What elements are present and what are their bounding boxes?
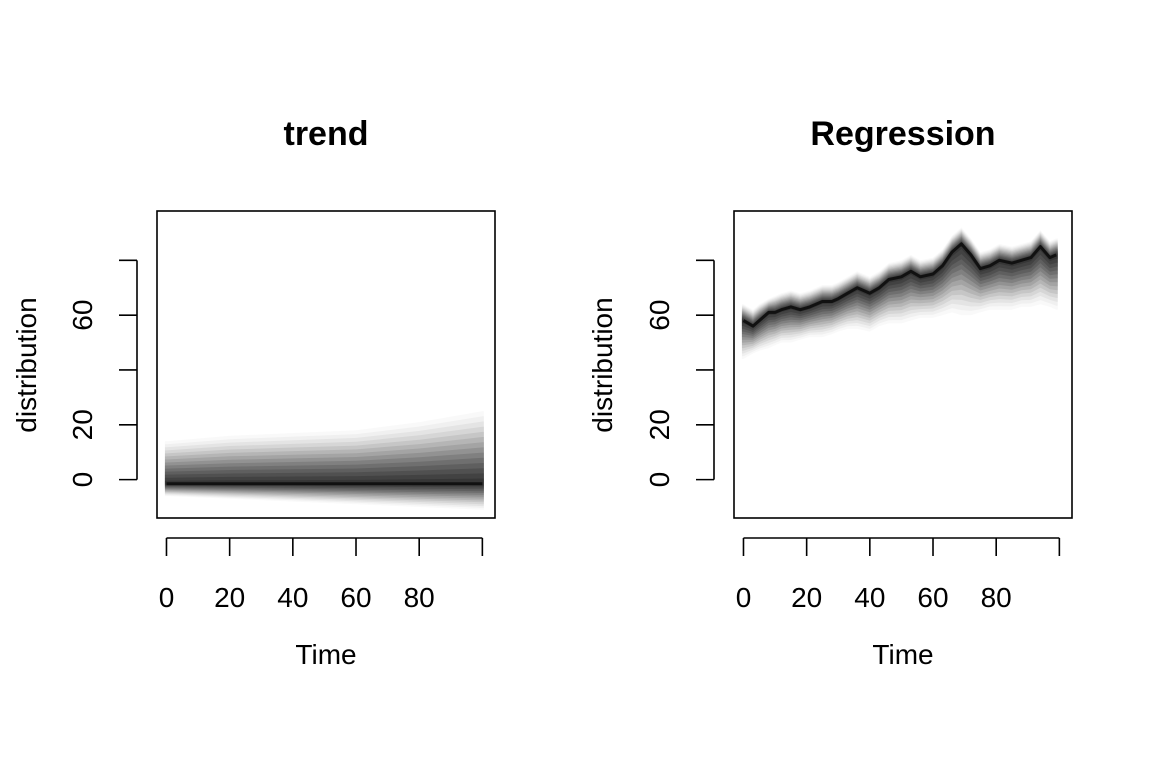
y-tick-label: 20 [67,409,98,440]
y-axis: 0 20 60 [644,259,715,488]
x-tick-label: 40 [854,582,885,613]
x-tick-label: 0 [736,582,752,613]
y-axis: 0 20 60 [67,259,138,488]
plot-frame [733,210,1073,519]
x-axis-label: Time [872,639,933,670]
panel-title: Regression [810,115,995,153]
density-band [741,235,1058,340]
y-tick-label: 0 [67,472,98,488]
x-axis: 0 20 40 60 80 [159,537,484,613]
plot-area [741,229,1058,354]
x-tick-label: 20 [214,582,245,613]
panel-trend: trend 0 20 40 60 80 0 20 60 Time distribution [11,115,496,670]
density-band [741,229,1058,354]
density-band [741,236,1058,338]
x-tick-label: 0 [159,582,175,613]
y-tick-label: 20 [644,409,675,440]
density-band [741,240,1058,332]
density-band [741,234,1058,343]
panel-regression: Regression 0 20 40 60 80 0 20 60 Time distribu… [587,115,1073,670]
panel-title: trend [284,115,369,153]
x-axis: 0 20 40 60 80 [736,537,1061,613]
density-band [741,239,1058,334]
median-line [742,242,1057,328]
density-band [741,232,1058,349]
x-tick-label: 80 [981,582,1012,613]
x-tick-label: 40 [277,582,308,613]
y-tick-label: 60 [67,300,98,331]
x-tick-label: 60 [917,582,948,613]
y-axis-label: distribution [11,297,42,432]
x-tick-label: 60 [340,582,371,613]
density-band [741,238,1058,336]
x-axis-label: Time [295,639,356,670]
density-band [741,233,1058,346]
x-tick-label: 80 [404,582,435,613]
density-band [741,231,1058,351]
plot-area [164,421,484,507]
y-tick-label: 0 [644,472,675,488]
y-tick-label: 60 [644,300,675,331]
plot-frame [156,210,496,519]
x-tick-label: 20 [791,582,822,613]
y-axis-label: distribution [587,297,618,432]
